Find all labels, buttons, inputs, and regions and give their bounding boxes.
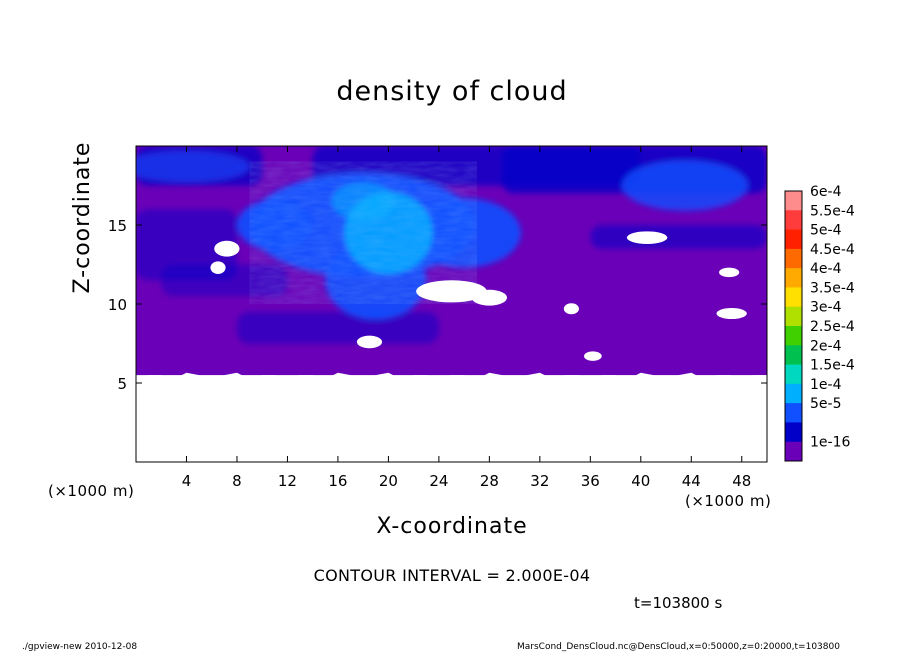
colorbar-swatch — [785, 326, 802, 346]
colorbar-label: 5e-4 — [810, 223, 842, 239]
x-tick-label: 36 — [581, 472, 600, 490]
x-tick-label: 40 — [631, 472, 650, 490]
cloud-texture — [249, 161, 477, 304]
cloud-blob — [236, 311, 439, 344]
x-tick-label: 12 — [278, 472, 297, 490]
time-label: t=103800 s — [634, 594, 723, 612]
cloud-ellipse — [621, 160, 749, 211]
empty-region — [136, 372, 767, 462]
y-tick-label: 5 — [117, 375, 127, 393]
colorbar-label: 4.5e-4 — [810, 242, 855, 258]
colorbar-swatch — [785, 364, 802, 385]
cloud-blob — [590, 225, 767, 249]
colorbar-label: 1e-4 — [810, 377, 842, 393]
colorbar-label: 2e-4 — [810, 338, 842, 354]
cloud-ellipse — [136, 150, 250, 183]
clear-gap — [626, 231, 668, 244]
colorbar-swatch — [785, 229, 802, 250]
clear-gap — [210, 261, 226, 274]
colorbar-label: 5.5e-4 — [810, 203, 855, 219]
colorbar-swatch — [785, 248, 802, 269]
footer-left: ./gpview-new 2010-12-08 — [22, 642, 138, 652]
x-tick-label: 20 — [379, 472, 398, 490]
x-tick-label: 48 — [732, 472, 751, 490]
clear-gap — [356, 335, 383, 349]
colorbar-swatch — [785, 441, 802, 462]
colorbar-swatch — [785, 403, 802, 423]
y-tick-label: 10 — [108, 296, 127, 314]
clear-gap — [471, 289, 508, 306]
x-tick-label: 4 — [182, 472, 192, 490]
colorbar-label: 4e-4 — [810, 261, 842, 277]
x-tick-label: 16 — [328, 472, 347, 490]
colorbar-label: 5e-5 — [810, 396, 841, 412]
clear-gap — [416, 280, 487, 303]
footer-right: MarsCond_DensCloud.nc@DensCloud,x=0:5000… — [517, 642, 840, 652]
clear-gap — [584, 351, 602, 361]
colorbar-label: 1.5e-4 — [810, 358, 855, 374]
colorbar-label: 1e-16 — [810, 435, 850, 451]
colorbar-swatch — [785, 268, 802, 288]
x-unit-label-left: (×1000 m) — [48, 482, 135, 500]
x-tick-label: 24 — [429, 472, 448, 490]
chart-title: density of cloud — [336, 76, 568, 107]
clear-gap — [214, 240, 240, 257]
colorbar-swatch — [785, 345, 802, 366]
cloud-blob — [136, 209, 237, 281]
colorbar-label: 3.5e-4 — [810, 280, 855, 296]
x-axis-label-text: X-coordinate — [376, 514, 528, 539]
x-axis: 4 8 12 16 20 24 28 32 36 40 44 48 — [182, 146, 751, 490]
y-tick-label: 15 — [108, 217, 127, 235]
x-tick-label: 44 — [682, 472, 701, 490]
x-tick-label: 32 — [530, 472, 549, 490]
clear-gap — [719, 267, 740, 278]
x-unit-label-right: (×1000 m) — [685, 492, 772, 510]
colorbar-swatch — [785, 287, 802, 308]
x-axis-label: X-coordinate — [0, 514, 904, 539]
y-axis: 5 10 15 — [108, 217, 767, 393]
colorbar-label: 2.5e-4 — [810, 319, 855, 335]
colorbar-swatch — [785, 422, 802, 443]
colorbar-swatch — [785, 210, 802, 231]
colorbar-label: 6e-4 — [810, 184, 842, 200]
contour-interval: CONTOUR INTERVAL = 2.000E-04 — [313, 566, 591, 585]
colorbar: 6e-4 5.5e-4 5e-4 4.5e-4 4e-4 3.5e-4 3e-4 2.5e-4… — [784, 184, 855, 462]
colorbar-swatch — [785, 191, 802, 211]
y-axis-label: Z-coordinate — [70, 141, 95, 294]
colorbar-frame — [784, 190, 803, 462]
colorbar-swatch — [785, 383, 802, 404]
x-tick-label: 8 — [232, 472, 242, 490]
cloud-density-field — [136, 146, 767, 462]
clear-gap — [563, 303, 579, 315]
x-tick-label: 28 — [480, 472, 499, 490]
clear-gap — [716, 307, 747, 320]
colorbar-swatch — [785, 306, 802, 327]
colorbar-label: 3e-4 — [810, 300, 842, 316]
